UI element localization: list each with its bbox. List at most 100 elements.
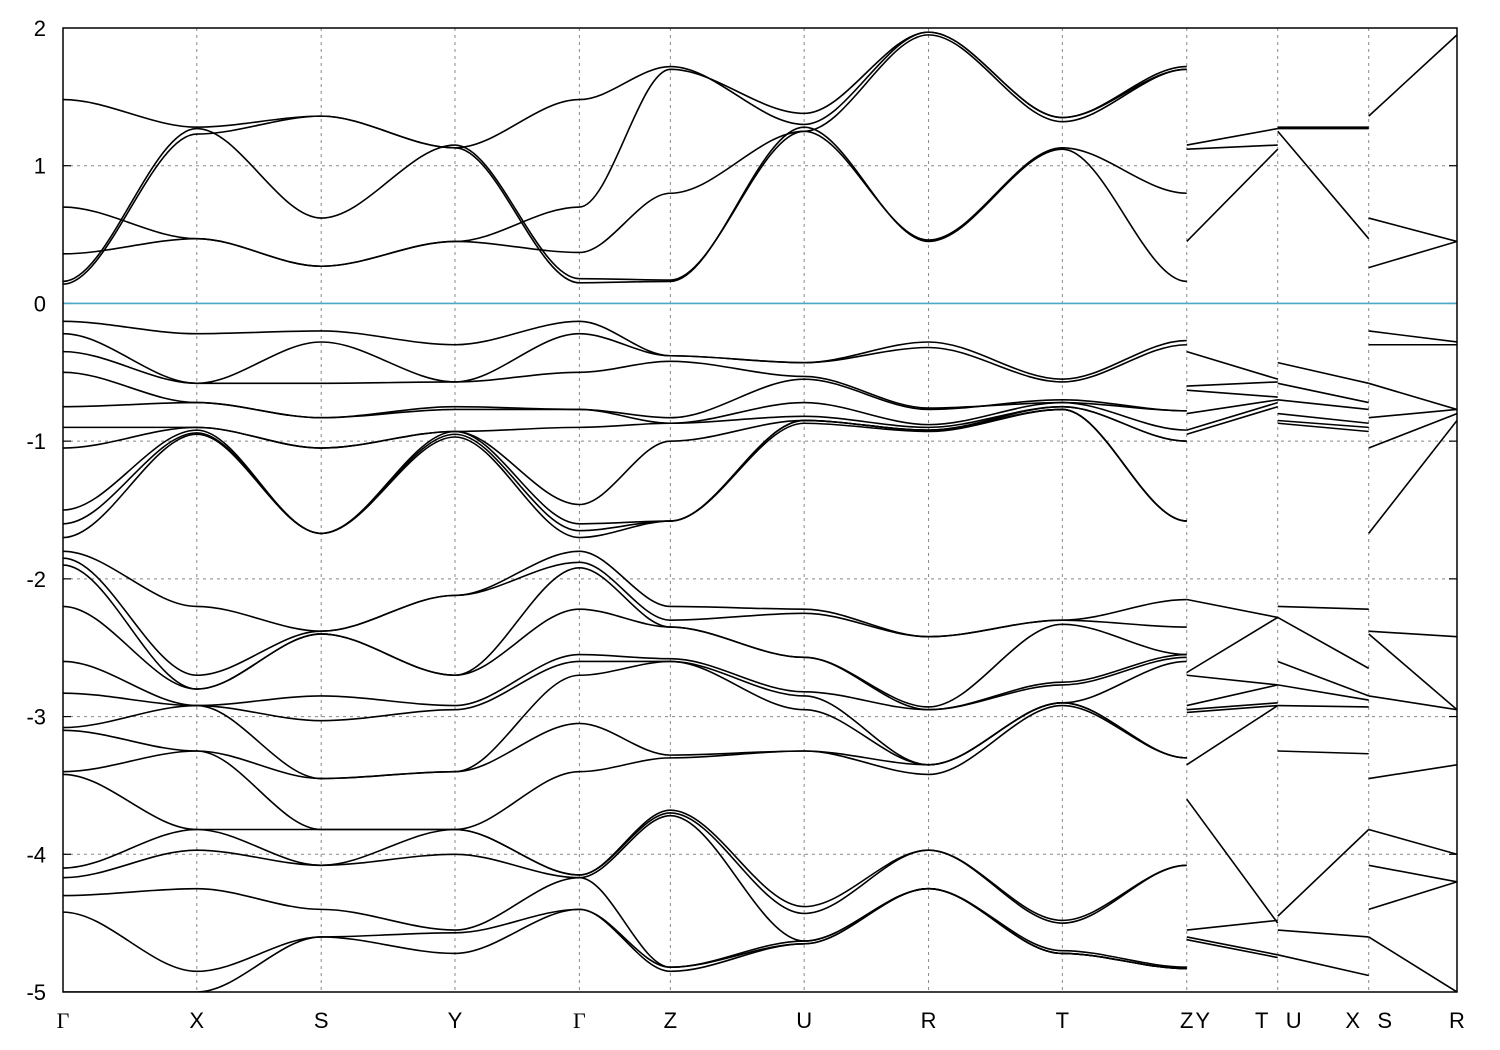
band-line: [1368, 763, 1457, 780]
band-line: [1277, 382, 1369, 404]
y-tick-label: -5: [26, 980, 46, 1005]
band-line: [63, 701, 1187, 780]
band-line: [63, 332, 1187, 385]
band-line: [1186, 401, 1278, 431]
band-line: [1277, 929, 1369, 938]
band-line: [1186, 598, 1278, 619]
band-line: [63, 557, 1187, 677]
band-line: [1186, 350, 1278, 380]
kpoint-label: Y: [1195, 1008, 1210, 1033]
y-tick-labels: 2 1 0 -1 -2 -3 -4 -5: [26, 16, 46, 1005]
band-line: [63, 115, 1187, 285]
band-line: [63, 408, 1187, 535]
y-tick-label: -3: [26, 705, 46, 730]
band-line: [1368, 864, 1457, 883]
kpoint-label: X: [189, 1008, 204, 1033]
plot-frame: [62, 27, 1458, 993]
band-line: [63, 408, 1187, 535]
band-line: [63, 371, 1187, 419]
kpoint-label: Γ: [57, 1008, 70, 1033]
band-line: [1368, 419, 1457, 534]
band-line: [1277, 616, 1370, 670]
kpoint-label: U: [1286, 1008, 1302, 1033]
band-line: [1277, 605, 1369, 610]
y-tick-label: 0: [34, 291, 46, 316]
band-line: [1186, 389, 1278, 398]
kpoint-label: Z: [1180, 1008, 1193, 1033]
band-line: [63, 350, 1187, 412]
band-line: [1368, 330, 1457, 343]
kpoint-label: T: [1255, 1008, 1268, 1033]
band-line: [1368, 34, 1457, 117]
band-line: [1186, 798, 1279, 924]
band-line: [63, 31, 1187, 149]
y-tick-label: 1: [34, 154, 46, 179]
y-tick-label: 2: [34, 16, 46, 41]
band-line: [63, 773, 1187, 922]
band-line: [63, 605, 1187, 711]
band-line: [1186, 127, 1278, 146]
band-line: [1277, 399, 1369, 411]
kpoint-label: X: [1345, 1008, 1360, 1033]
band-line: [63, 408, 1187, 539]
band-line: [63, 704, 1187, 831]
band-line: [63, 876, 1187, 970]
band-line: [63, 401, 1187, 431]
band-line: [1186, 938, 1278, 959]
band-line: [1368, 828, 1457, 856]
band-line: [1368, 217, 1457, 243]
band-line: [1186, 405, 1278, 436]
y-tick-label: -2: [26, 567, 46, 592]
band-line: [1277, 422, 1369, 433]
band-line: [1368, 881, 1457, 911]
band-line: [1368, 412, 1457, 449]
band-line: [1277, 684, 1369, 701]
band-line: [1186, 616, 1279, 674]
band-line: [1368, 382, 1457, 411]
band-line: [1186, 704, 1278, 714]
kpoint-label: R: [921, 1008, 937, 1033]
band-line: [63, 814, 1187, 969]
kpoint-label: U: [796, 1008, 812, 1033]
kpoint-label: Y: [448, 1008, 463, 1033]
band-line: [1186, 144, 1278, 150]
band-line: [1186, 381, 1278, 387]
band-line: [1186, 702, 1278, 711]
band-line: [63, 653, 1187, 711]
band-line: [1277, 130, 1370, 240]
band-line: [1277, 660, 1369, 697]
band-line: [1186, 399, 1278, 415]
band-line: [1368, 408, 1457, 419]
band-line: [63, 405, 1187, 506]
band-line: [1368, 633, 1457, 711]
band-line: [1186, 674, 1278, 686]
band-line: [1368, 240, 1457, 269]
band-lines: [63, 31, 1457, 992]
kpoint-label: R: [1449, 1008, 1465, 1033]
band-line: [63, 564, 1187, 708]
y-tick-label: -4: [26, 842, 46, 867]
kpoint-label: Z: [664, 1008, 677, 1033]
band-line: [1277, 954, 1369, 977]
kpoint-label: S: [314, 1008, 329, 1033]
band-line: [63, 320, 1187, 380]
band-line: [63, 34, 1187, 268]
band-line: [1186, 684, 1278, 707]
kpoint-label: Γ: [573, 1008, 586, 1033]
band-line: [63, 127, 1187, 283]
band-line: [1277, 361, 1369, 385]
band-line: [63, 812, 1187, 924]
band-line: [1186, 148, 1279, 243]
band-line: [1277, 750, 1369, 755]
kpoint-label: T: [1056, 1008, 1069, 1033]
band-line: [1368, 936, 1457, 992]
band-line: [1368, 630, 1457, 638]
band-line: [1368, 695, 1457, 711]
band-line: [63, 660, 1187, 766]
grid-lines: [63, 28, 1457, 992]
y-tick-label: -1: [26, 429, 46, 454]
band-line: [63, 887, 1187, 992]
band-line: [63, 31, 1187, 268]
